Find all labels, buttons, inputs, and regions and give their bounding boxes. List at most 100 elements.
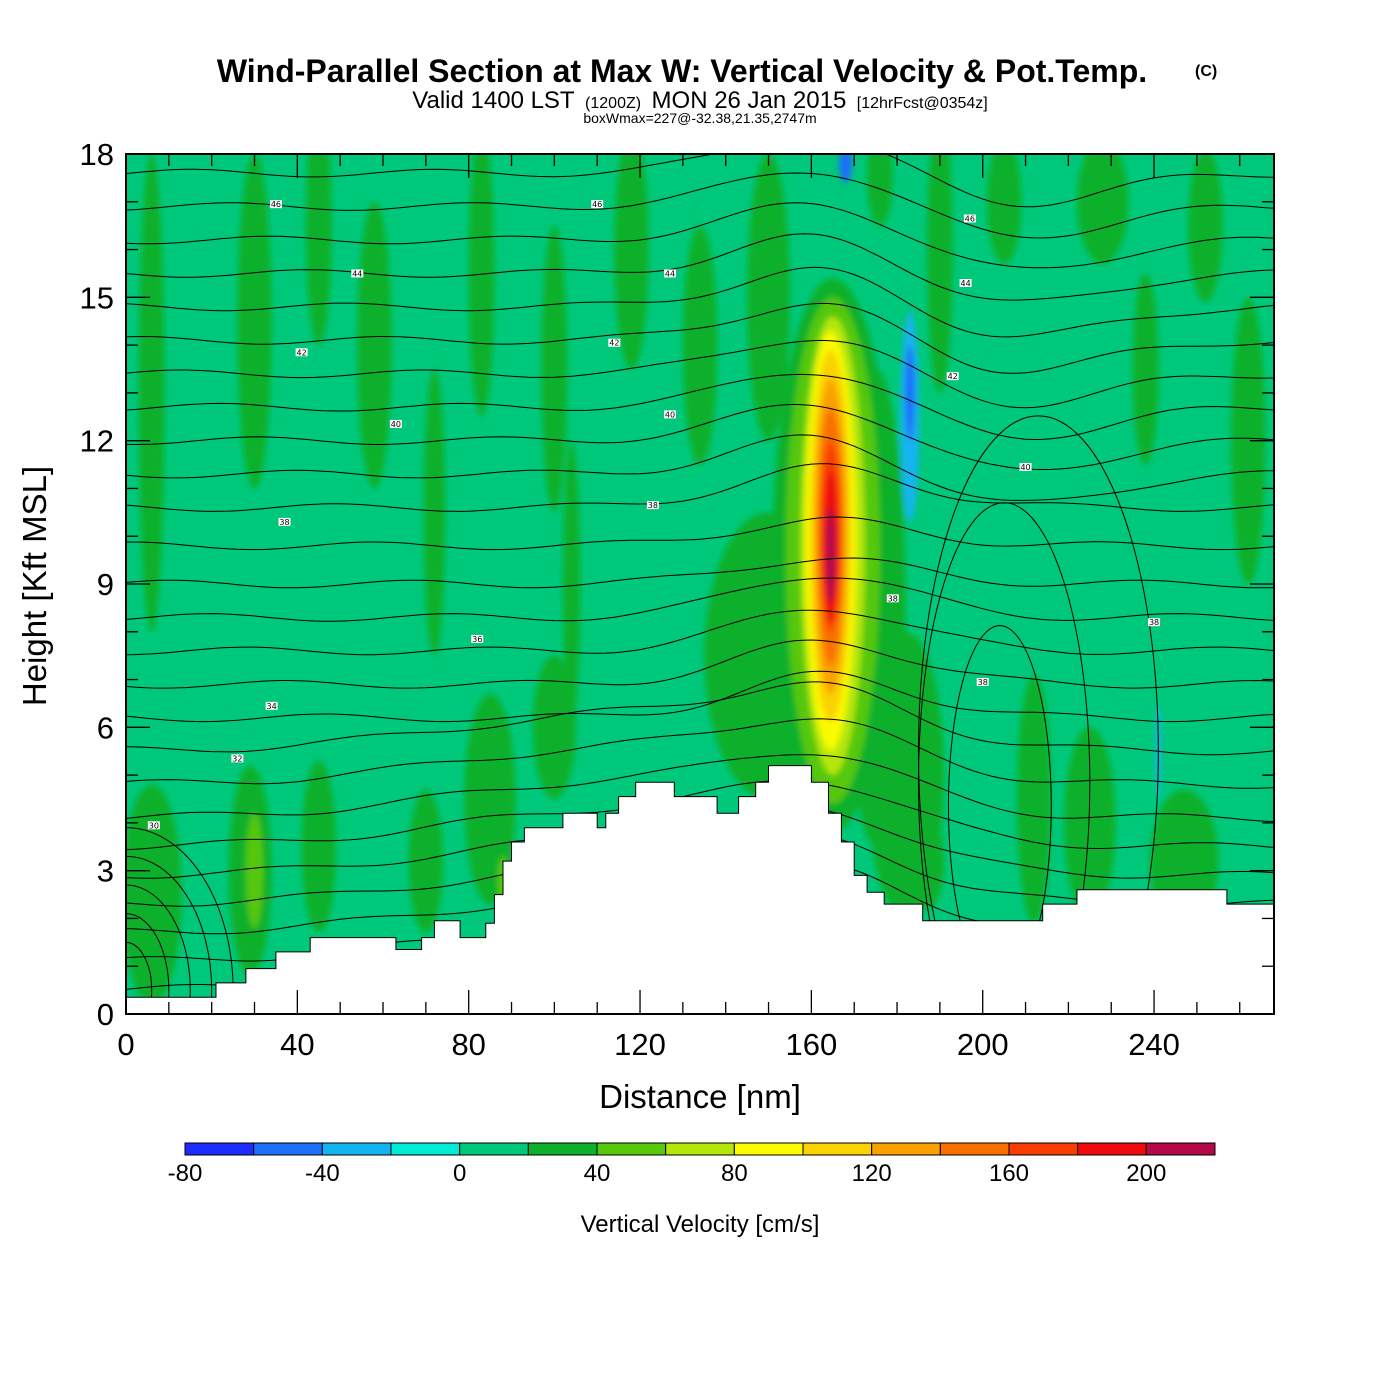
theta-contour <box>917 502 1091 998</box>
updraft-streak <box>138 154 165 632</box>
x-tick-label: 240 <box>1128 1027 1180 1062</box>
updraft-streak <box>468 154 495 417</box>
svg-text:46: 46 <box>592 200 602 209</box>
theta-label: 30 <box>147 821 160 830</box>
svg-text:42: 42 <box>609 339 619 348</box>
colorbar-label: 40 <box>584 1160 611 1187</box>
y-tick-label: 6 <box>97 710 114 745</box>
colorbar-swatch <box>733 1142 804 1156</box>
theta-contour <box>126 516 1274 551</box>
svg-text:30: 30 <box>149 821 159 830</box>
theta-label: 38 <box>1148 618 1161 627</box>
y-tick-label: 15 <box>80 280 114 315</box>
theta-contour <box>126 780 1274 851</box>
theta-contour <box>126 577 1274 622</box>
theta-label: 32 <box>231 754 244 763</box>
theta-contour <box>126 434 1274 501</box>
downdraft-core <box>905 345 915 441</box>
theta-label: 40 <box>389 419 402 429</box>
chart-subtitle: Valid 1400 LST (1200Z) MON 26 Jan 2015 [… <box>412 87 987 114</box>
theta-label: 42 <box>946 372 959 381</box>
colorbar-label: 200 <box>1126 1160 1166 1187</box>
theta-contour <box>126 639 1274 689</box>
y-tick-label: 0 <box>97 997 114 1032</box>
theta-label: 44 <box>664 269 677 278</box>
svg-text:40: 40 <box>1020 463 1030 472</box>
svg-text:38: 38 <box>978 678 988 687</box>
colorbar-swatch <box>390 1142 461 1156</box>
svg-text:32: 32 <box>232 754 242 763</box>
x-axis-label: Distance [nm] <box>599 1078 801 1115</box>
colorbar-swatch <box>1145 1142 1216 1156</box>
colorbar-swatch <box>596 1142 667 1156</box>
utc-time: (1200Z) <box>585 95 641 112</box>
x-tick-label: 160 <box>786 1027 838 1062</box>
colorbar-label: -40 <box>305 1160 340 1187</box>
x-tick-label: 80 <box>451 1027 485 1062</box>
updraft-streak <box>682 225 718 465</box>
svg-text:44: 44 <box>960 279 970 288</box>
colorbar-swatch <box>802 1142 873 1156</box>
updraft-streak <box>747 154 790 441</box>
theta-label: 42 <box>295 348 308 357</box>
updraft-plume <box>825 507 836 604</box>
low-updraft <box>301 760 336 933</box>
theta-contour <box>126 941 153 998</box>
updraft-streak <box>1188 154 1223 303</box>
theta-label: 36 <box>471 634 484 644</box>
theta-contour <box>126 302 1274 374</box>
svg-text:44: 44 <box>352 269 362 278</box>
low-updraft <box>1064 727 1116 919</box>
plot-area: 30 32 34 36 38 38 38 38 38 40 40 40 42 42 42 44 44 44 46 46… <box>126 154 1274 1014</box>
theta-label: 46 <box>269 200 282 209</box>
colorbar-swatch <box>184 1142 255 1156</box>
colorbar-title: Vertical Velocity [cm/s] <box>581 1211 820 1238</box>
low-updraft <box>532 655 576 799</box>
updraft-streak <box>1132 273 1159 465</box>
svg-text:46: 46 <box>271 200 281 209</box>
downdraft-core <box>839 154 853 183</box>
svg-text:42: 42 <box>948 372 958 381</box>
svg-text:38: 38 <box>648 501 658 510</box>
svg-text:40: 40 <box>391 420 401 429</box>
updraft-streak <box>357 201 392 489</box>
theta-label: 42 <box>608 338 621 348</box>
theta-contour <box>126 718 1274 789</box>
theta-label: 38 <box>886 594 899 603</box>
updraft-streak <box>541 225 568 513</box>
theta-label: 38 <box>278 517 291 527</box>
svg-text:38: 38 <box>279 518 289 527</box>
theta-contour <box>126 403 1274 471</box>
y-tick-label: 12 <box>80 424 114 459</box>
theta-contour <box>126 884 191 998</box>
theta-label: 38 <box>646 501 659 510</box>
theta-label: 44 <box>351 269 364 278</box>
colorbar-label: 0 <box>453 1160 466 1187</box>
theta-contour <box>126 202 1274 269</box>
theta-label: 38 <box>976 677 989 687</box>
velocity-field: 30 32 34 36 38 38 38 38 38 40 40 40 42 42 42 44 44 44 46 46… <box>126 154 1274 998</box>
y-tick-label: 9 <box>97 567 114 602</box>
x-tick-label: 0 <box>117 1027 134 1062</box>
colorbar-label: 120 <box>852 1160 892 1187</box>
theta-contour <box>126 557 1274 589</box>
theta-contour <box>126 670 1274 723</box>
colorbar-swatch <box>321 1142 392 1156</box>
colorbar-swatch <box>871 1142 941 1156</box>
theta-contour <box>126 154 1274 208</box>
colorbar-swatch <box>527 1142 598 1156</box>
updraft-streak <box>1076 154 1129 264</box>
theta-contour <box>126 172 1274 239</box>
valid-date: MON 26 Jan 2015 <box>652 87 847 114</box>
low-updraft <box>464 693 516 905</box>
theta-contour <box>126 339 1274 409</box>
colorbar-swatch <box>1008 1142 1079 1156</box>
colorbar-swatch <box>459 1142 529 1156</box>
colorbar-label: 80 <box>721 1160 748 1187</box>
theta-label: 46 <box>591 200 604 209</box>
boxwmax-info: boxWmax=227@-32.38,21.35,2747m <box>583 110 816 126</box>
updraft-streak <box>867 154 893 226</box>
theta-label: 34 <box>265 701 278 711</box>
